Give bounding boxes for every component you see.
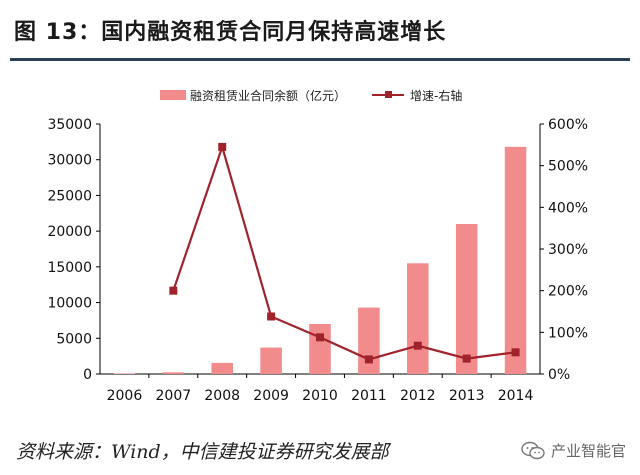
x-tick-label: 2013 xyxy=(449,388,485,404)
y-right-tick-label: 100% xyxy=(548,325,588,341)
line-point xyxy=(511,348,520,357)
legend-line-label: 增速-右轴 xyxy=(410,88,462,103)
y-left-tick-label: 25000 xyxy=(47,188,92,204)
legend: 融资租赁业合同余额（亿元） 增速-右轴 xyxy=(160,88,462,103)
bar xyxy=(407,263,429,374)
line-point xyxy=(413,341,422,350)
bar xyxy=(113,373,136,374)
y-left-tick-label: 35000 xyxy=(47,117,92,133)
y-left-tick-label: 15000 xyxy=(47,260,92,276)
y-right-tick-label: 400% xyxy=(548,200,588,216)
legend-bar-label: 融资租赁业合同余额（亿元） xyxy=(190,88,346,103)
growth-line xyxy=(172,143,516,361)
source-note: 资料来源：Wind，中信建投证券研究发展部 xyxy=(16,441,389,463)
line-point xyxy=(218,142,227,151)
legend-line-marker xyxy=(385,91,392,98)
bar xyxy=(504,146,527,374)
tick-labels: 0 5000 10000 15000 20000 25000 30000 35000 0% 100… xyxy=(47,117,588,404)
y-left-tick-label: 0 xyxy=(83,367,92,383)
wechat-icon xyxy=(521,441,545,459)
x-tick-label: 2012 xyxy=(400,388,436,404)
watermark: 产业智能官 xyxy=(521,440,626,461)
title-rule xyxy=(10,58,630,61)
line-point xyxy=(169,286,178,295)
x-tick-label: 2014 xyxy=(498,388,534,404)
line-series xyxy=(169,142,520,364)
y-right-tick-label: 500% xyxy=(548,159,588,175)
y-right-tick-label: 0% xyxy=(548,367,570,383)
y-right-tick-label: 600% xyxy=(548,117,588,133)
x-tick-label: 2008 xyxy=(204,388,240,404)
figure-title: 图 13：国内融资租赁合同月保持高速增长 xyxy=(14,20,447,45)
bar xyxy=(211,362,233,374)
line-point xyxy=(267,312,276,321)
watermark-text: 产业智能官 xyxy=(550,442,626,460)
y-left-tick-label: 20000 xyxy=(47,224,92,240)
y-right-tick-label: 300% xyxy=(548,242,588,258)
line-point xyxy=(462,354,471,363)
x-tick-label: 2009 xyxy=(253,388,289,404)
line-point xyxy=(364,355,373,364)
bar xyxy=(455,224,478,374)
y-right-tick-label: 200% xyxy=(548,284,588,300)
legend-bar-swatch xyxy=(160,90,186,100)
bar xyxy=(162,372,185,374)
line-point xyxy=(316,333,324,342)
x-tick-label: 2011 xyxy=(351,388,387,404)
y-left-tick-label: 10000 xyxy=(47,296,92,312)
y-left-tick-label: 30000 xyxy=(47,153,92,169)
x-tick-label: 2010 xyxy=(302,388,338,404)
x-tick-label: 2006 xyxy=(107,388,143,404)
bar xyxy=(260,347,282,374)
x-tick-label: 2007 xyxy=(156,388,192,404)
bar xyxy=(309,324,331,374)
y-left-tick-label: 5000 xyxy=(56,331,92,347)
bar xyxy=(358,307,380,374)
